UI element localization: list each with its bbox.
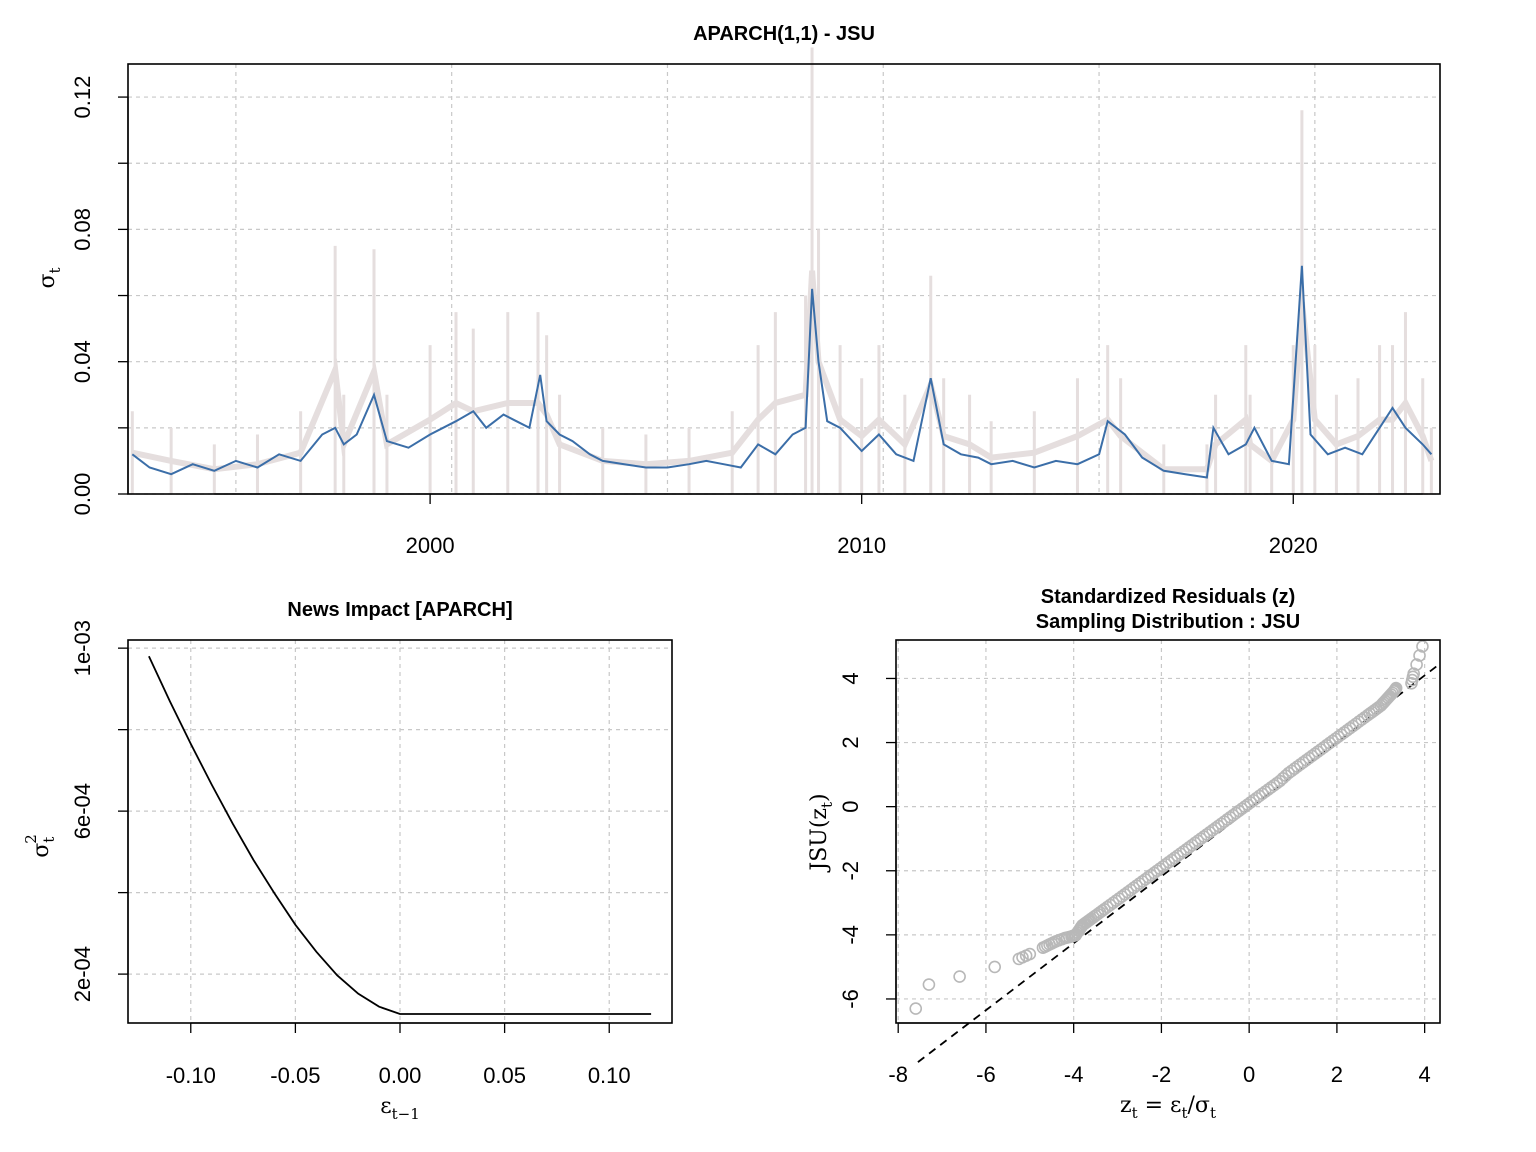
qq-point bbox=[1023, 947, 1037, 961]
qq-y-axis-label: JSU(zt) bbox=[807, 793, 836, 872]
news-impact-x-axis: -0.10 -0.05 0.00 0.05 0.10 bbox=[166, 1022, 631, 1088]
qq-y-tick-label: -6 bbox=[838, 989, 863, 1009]
qq-x-tick-label: -8 bbox=[888, 1062, 908, 1087]
qq-gridlines bbox=[896, 640, 1440, 1023]
volatility-y-axis: 0.00 0.04 0.08 0.12 bbox=[70, 76, 129, 516]
volatility-y-tick-label: 0.00 bbox=[70, 473, 95, 516]
news-impact-x-tick-label: 0.10 bbox=[588, 1063, 631, 1088]
qq-point bbox=[1389, 681, 1403, 695]
news-impact-y-axis-label: σt2 bbox=[22, 834, 58, 858]
qq-x-tick-label: -2 bbox=[1152, 1062, 1172, 1087]
qq-point bbox=[953, 970, 966, 983]
news-impact-gridlines bbox=[128, 640, 672, 1023]
news-impact-x-axis-label: εt−1 bbox=[380, 1094, 420, 1123]
volatility-abs-returns-series bbox=[130, 47, 1435, 494]
panel-qq-plot: Standardized Residuals (z) Sampling Dist… bbox=[807, 586, 1441, 1122]
qq-y-tick-label: 4 bbox=[838, 672, 863, 684]
news-impact-y-axis: 2e-04 6e-04 1e-03 bbox=[70, 620, 129, 1002]
qq-x-tick-label: 0 bbox=[1243, 1062, 1255, 1087]
qq-title: Standardized Residuals (z) bbox=[1041, 586, 1296, 608]
panel-news-impact: News Impact [APARCH] -0.10 -0.05 0.00 0.05 0… bbox=[22, 599, 673, 1123]
qq-y-tick-label: 2 bbox=[838, 736, 863, 748]
news-impact-y-tick-label: 2e-04 bbox=[70, 946, 95, 1002]
volatility-x-tick-label: 2000 bbox=[406, 533, 455, 558]
volatility-y-axis-label: σt bbox=[35, 267, 64, 288]
volatility-y-tick-label: 0.12 bbox=[70, 76, 95, 119]
news-impact-x-tick-label: 0.05 bbox=[483, 1063, 526, 1088]
news-impact-y-tick-label: 1e-03 bbox=[70, 620, 95, 676]
volatility-sigma-line bbox=[131, 265, 1433, 479]
qq-point bbox=[988, 960, 1002, 974]
qq-y-tick-label: -4 bbox=[838, 925, 863, 945]
qq-point bbox=[1416, 640, 1429, 653]
qq-plot-frame bbox=[895, 639, 1441, 1024]
qq-y-tick-label: -2 bbox=[838, 861, 863, 881]
news-impact-line bbox=[148, 655, 652, 1015]
volatility-gridlines bbox=[128, 64, 1440, 495]
news-impact-title: News Impact [APARCH] bbox=[287, 599, 512, 621]
qq-x-axis: -8 -6 -4 -2 0 2 4 bbox=[888, 1022, 1431, 1087]
qq-point bbox=[922, 978, 936, 991]
panel-volatility: APARCH(1,1) - JSU 2000 2010 2020 0.000.040… bbox=[35, 23, 1441, 558]
news-impact-x-tick-label: -0.10 bbox=[166, 1063, 216, 1088]
qq-point bbox=[1413, 649, 1426, 662]
qq-point bbox=[1407, 667, 1420, 680]
news-impact-x-tick-label: 0.00 bbox=[379, 1063, 422, 1088]
qq-x-tick-label: 2 bbox=[1331, 1062, 1343, 1087]
qq-x-tick-label: -4 bbox=[1064, 1062, 1084, 1087]
volatility-title: APARCH(1,1) - JSU bbox=[693, 23, 875, 45]
news-impact-curve bbox=[148, 655, 652, 1015]
volatility-abs-returns-band bbox=[131, 270, 1435, 473]
qq-y-tick-label: 0 bbox=[838, 801, 863, 813]
volatility-x-axis: 2000 2010 2020 bbox=[214, 493, 1423, 558]
qq-y-axis: -6 -4 -2 0 2 4 bbox=[838, 672, 897, 1009]
qq-points bbox=[909, 640, 1429, 1015]
volatility-x-tick-label: 2010 bbox=[837, 533, 886, 558]
volatility-y-tick-label: 0.08 bbox=[70, 208, 95, 251]
volatility-x-tick-label: 2020 bbox=[1269, 533, 1318, 558]
volatility-sigma-series bbox=[131, 265, 1433, 479]
news-impact-y-tick-label: 6e-04 bbox=[70, 783, 95, 839]
qq-subtitle: Sampling Distribution : JSU bbox=[1036, 611, 1300, 633]
qq-x-tick-label: 4 bbox=[1419, 1062, 1431, 1087]
qq-point bbox=[909, 1002, 923, 1015]
qq-x-axis-label: zt = εt/σt bbox=[1120, 1093, 1216, 1122]
qq-point bbox=[1410, 658, 1423, 671]
news-impact-x-tick-label: -0.05 bbox=[270, 1063, 320, 1088]
volatility-y-tick-label: 0.04 bbox=[70, 340, 95, 383]
qq-x-tick-label: -6 bbox=[976, 1062, 996, 1087]
volatility-plot-frame bbox=[127, 63, 1441, 495]
